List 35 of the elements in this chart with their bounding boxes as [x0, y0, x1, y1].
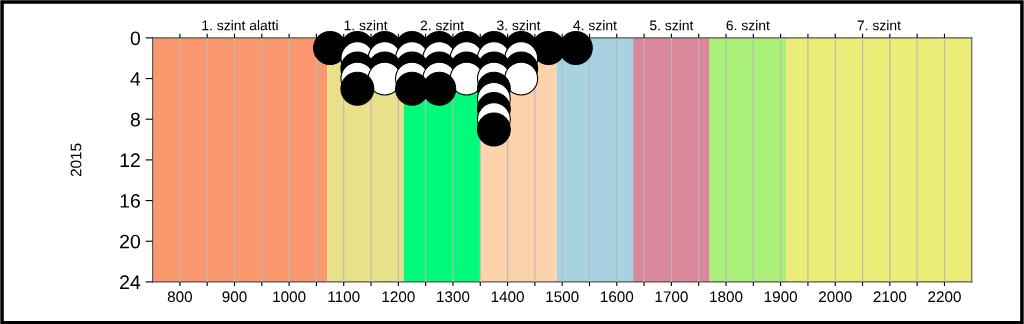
y-tick-label: 12: [120, 153, 140, 167]
band-label: 5. szint: [649, 20, 694, 31]
x-tick-label: 800: [167, 291, 193, 303]
y-axis-title: 2015: [70, 143, 82, 177]
x-tick-label: 1900: [764, 291, 798, 303]
x-tick-label: 2000: [819, 291, 852, 303]
x-tick-label: 1700: [655, 291, 688, 303]
band-label: 1. szint alatti: [202, 20, 278, 31]
x-tick-label: 1600: [600, 291, 634, 303]
x-tick-label: 1300: [437, 291, 470, 303]
y-tick-label: 0: [130, 31, 141, 46]
x-tick-label: 1400: [491, 291, 524, 303]
band-label: 3. szint: [497, 20, 541, 31]
y-tick-label: 16: [120, 194, 140, 208]
x-tick-label: 1000: [273, 291, 306, 303]
x-tick-label: 900: [222, 291, 247, 303]
x-tick-label: 1100: [328, 291, 360, 303]
band-label: 2. szint: [420, 20, 464, 31]
band-label: 4. szint: [573, 20, 617, 31]
x-tick-label: 2100: [873, 291, 907, 303]
y-tick-label: 8: [130, 112, 140, 127]
y-tick-label: 20: [120, 234, 141, 249]
x-tick-label: 1200: [382, 291, 415, 303]
band-label: 1. szint: [344, 20, 388, 31]
band-label: 7. szint: [857, 20, 901, 31]
y-tick-label: 24: [120, 275, 141, 289]
point: [476, 112, 511, 147]
x-tick-label: 1500: [546, 291, 579, 303]
x-tick-label: 1800: [710, 291, 743, 303]
x-tick-label: 2200: [928, 291, 961, 303]
point: [504, 61, 539, 96]
band-label: 6. szint: [726, 20, 770, 31]
point: [422, 71, 457, 106]
y-tick-label: 4: [130, 72, 141, 86]
point: [340, 71, 375, 106]
